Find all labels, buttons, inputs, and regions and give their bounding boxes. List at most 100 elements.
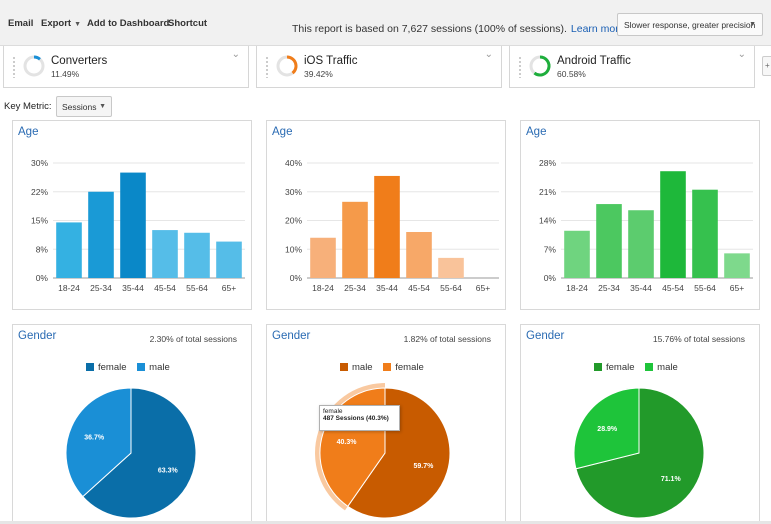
y-tick-label: 15% [31, 216, 48, 226]
panel-title: Gender [272, 330, 311, 342]
drag-handle-icon[interactable] [12, 56, 16, 78]
segment-percent: 39.42% [304, 69, 333, 79]
legend-swatch [594, 363, 602, 371]
export-button[interactable]: Export ▼ [41, 18, 81, 29]
pie-slice[interactable] [65, 387, 132, 498]
bar[interactable] [184, 232, 210, 278]
y-tick-label: 14% [539, 216, 556, 226]
ring-progress [33, 55, 41, 61]
age-panel-converters: Age 0% 8% 15% 22% 30% 18-24 25-34 35-44 45-54 55-… [12, 120, 252, 310]
y-tick-label: 0% [544, 273, 557, 283]
pie-slice[interactable] [575, 387, 705, 519]
add-segment-button[interactable]: + [762, 56, 771, 76]
chevron-down-icon[interactable]: ⌄ [484, 49, 493, 60]
bar[interactable] [342, 201, 368, 278]
panel-title: Age [526, 126, 547, 138]
age-bar-chart: 0% 10% 20% 30% 40% 18-24 25-34 35-44 45-54 55-64 6… [285, 158, 499, 293]
segment-card-android[interactable]: Android Traffic 60.58% ⌄ [509, 46, 755, 88]
segment-ring-icon [276, 55, 298, 77]
legend-item[interactable]: female [86, 362, 127, 373]
bar[interactable] [374, 175, 400, 278]
x-tick-label: 18-24 [566, 283, 588, 293]
bar[interactable] [120, 172, 146, 278]
segment-name: Android Traffic [557, 55, 631, 67]
chevron-down-icon[interactable]: ⌄ [231, 49, 240, 60]
bar[interactable] [628, 210, 654, 278]
x-tick-label: 55-64 [440, 283, 462, 293]
age-panel-ios: Age 0% 10% 20% 30% 40% 18-24 25-34 35-44 45-54 55… [266, 120, 506, 310]
add-to-dashboard-button[interactable]: Add to Dashboard [87, 18, 170, 29]
y-tick-label: 20% [285, 216, 302, 226]
gender-panel-converters: Gender 2.30% of total sessions female ma… [12, 324, 252, 524]
gender-pie-chart: 71.1% 28.9% [573, 387, 705, 519]
y-tick-label: 7% [544, 244, 557, 254]
y-tick-label: 21% [539, 187, 556, 197]
legend-label: male [149, 362, 170, 373]
age-bar-chart: 0% 7% 14% 21% 28% 18-24 25-34 35-44 45-54 55-64 65… [539, 158, 753, 293]
bar[interactable] [596, 204, 622, 278]
segment-card-ios[interactable]: iOS Traffic 39.42% ⌄ [256, 46, 502, 88]
legend-item[interactable]: male [645, 362, 678, 373]
x-tick-label: 55-64 [186, 283, 208, 293]
x-tick-label: 35-44 [630, 283, 652, 293]
chevron-down-icon[interactable]: ⌄ [737, 49, 746, 60]
ring-progress [533, 55, 551, 77]
report-toolbar: Email Export ▼ Add to Dashboard Shortcut … [0, 0, 771, 46]
bar[interactable] [310, 237, 336, 278]
pie-slice[interactable] [347, 387, 451, 519]
pie-legend: female male [86, 362, 178, 373]
bar[interactable] [88, 191, 114, 278]
bar[interactable] [216, 241, 242, 278]
pie-slice[interactable] [82, 387, 197, 519]
pie-slice[interactable] [573, 387, 640, 470]
legend-item[interactable]: female [383, 362, 424, 373]
legend-label: male [657, 362, 678, 373]
legend-item[interactable]: female [594, 362, 635, 373]
y-tick-label: 22% [31, 187, 48, 197]
bar[interactable] [660, 171, 686, 278]
segment-percent: 60.58% [557, 69, 586, 79]
bar[interactable] [406, 232, 432, 278]
drag-handle-icon[interactable] [518, 56, 522, 78]
segment-card-converters[interactable]: Converters 11.49% ⌄ [3, 46, 249, 88]
bar[interactable] [564, 230, 590, 278]
pie-legend: male female [340, 362, 432, 373]
gender-pie-chart: 63.3% 36.7% [65, 387, 197, 519]
sampling-note: This report is based on 7,627 sessions (… [292, 23, 625, 35]
legend-item[interactable]: male [340, 362, 373, 373]
legend-label: female [606, 362, 635, 373]
pie-value-label: 63.3% [158, 467, 179, 474]
x-tick-label: 65+ [730, 283, 744, 293]
panel-subtitle: 15.76% of total sessions [652, 334, 745, 344]
legend-swatch [340, 363, 348, 371]
legend-item[interactable]: male [137, 362, 170, 373]
y-tick-label: 28% [539, 158, 556, 168]
shortcut-button[interactable]: Shortcut [168, 18, 208, 29]
precision-dropdown[interactable]: Slower response, greater precision ▼ [617, 13, 763, 36]
bar[interactable] [724, 253, 750, 278]
x-tick-label: 25-34 [344, 283, 366, 293]
email-button[interactable]: Email [8, 18, 34, 29]
x-tick-label: 35-44 [376, 283, 398, 293]
bar[interactable] [438, 257, 464, 278]
gender-panel-android: Gender 15.76% of total sessions female m… [520, 324, 760, 524]
x-tick-label: 18-24 [58, 283, 80, 293]
drag-handle-icon[interactable] [265, 56, 269, 78]
age-bar-chart: 0% 8% 15% 22% 30% 18-24 25-34 35-44 45-54 55-64 65… [31, 158, 245, 293]
bar[interactable] [152, 230, 178, 278]
export-label: Export [41, 18, 72, 29]
panel-subtitle: 1.82% of total sessions [403, 334, 491, 344]
age-panel-android: Age 0% 7% 14% 21% 28% 18-24 25-34 35-44 45-54 55-… [520, 120, 760, 310]
learn-more-link[interactable]: Learn more [570, 23, 625, 35]
x-tick-label: 35-44 [122, 283, 144, 293]
y-tick-label: 40% [285, 158, 302, 168]
bar[interactable] [692, 189, 718, 278]
sampling-note-text: This report is based on 7,627 sessions (… [292, 23, 567, 35]
bar[interactable] [56, 222, 82, 278]
segment-percent: 11.49% [51, 69, 80, 79]
legend-swatch [137, 363, 146, 371]
tooltip-title: female [323, 408, 343, 415]
x-tick-label: 65+ [476, 283, 490, 293]
key-metric-value: Sessions [62, 102, 97, 112]
key-metric-dropdown[interactable]: Sessions ▼ [56, 96, 112, 117]
